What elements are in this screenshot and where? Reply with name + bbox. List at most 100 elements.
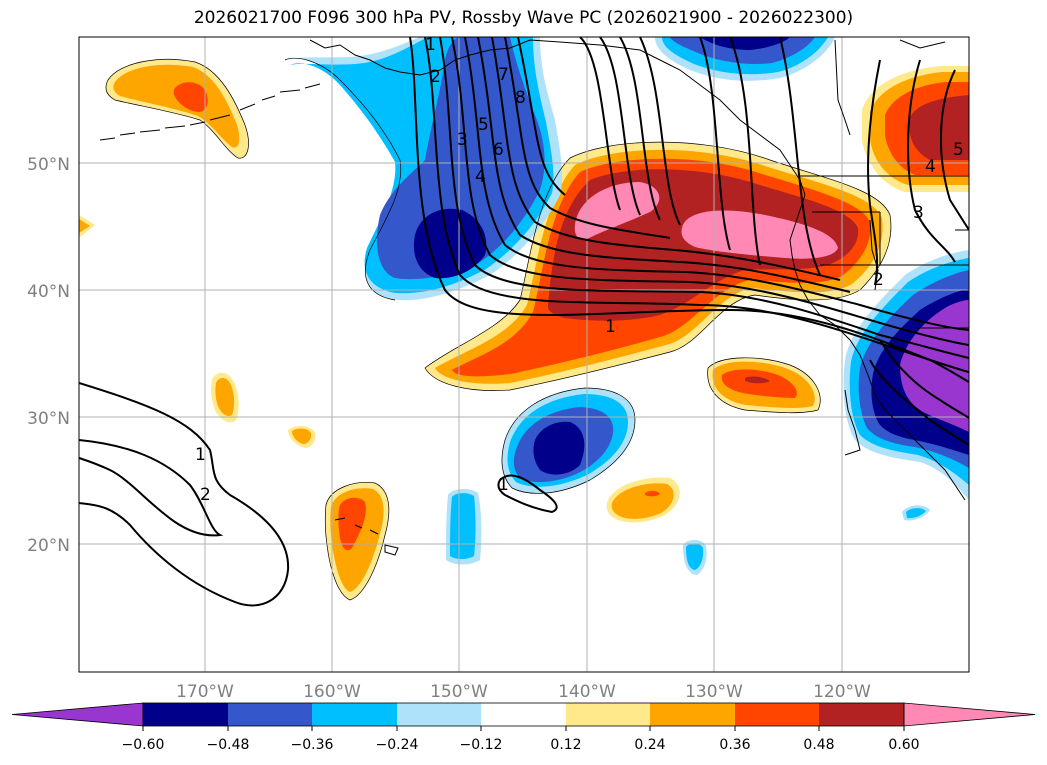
- colorbar-tick-label: −0.12: [460, 737, 503, 753]
- contour-label: 1: [195, 445, 206, 465]
- pv-contour: [599, 37, 641, 216]
- pv-contour: [451, 37, 969, 346]
- positive-anomaly-northwest: [106, 59, 249, 159]
- pv-contour: [869, 359, 969, 446]
- pv-fill-orange: [292, 428, 312, 444]
- pv-contour: [579, 37, 621, 211]
- colorbar-tick-label: −0.48: [207, 737, 250, 753]
- pv-contour: [907, 59, 956, 263]
- negative-anomaly-east: [843, 250, 969, 500]
- coastline-hawaii: [334, 517, 399, 556]
- lon-label: 120°W: [813, 682, 871, 702]
- pv-contour: [729, 37, 761, 266]
- pv-contour: [477, 37, 851, 293]
- pv-fill-orange: [215, 377, 235, 416]
- pv-outline: [424, 141, 892, 391]
- colorbar-tick-label: 0.12: [550, 737, 581, 753]
- pv-contour: [639, 37, 681, 226]
- pv-fill-orange: [611, 483, 674, 519]
- colorbar-tick-label: −0.60: [122, 737, 165, 753]
- contour-label: 2: [430, 67, 441, 87]
- pv-contour: [619, 37, 661, 221]
- pv-contour: [939, 69, 969, 231]
- pv-fill-royal: [376, 37, 545, 280]
- contour-label: 6: [493, 140, 504, 160]
- colorbar-ticks: [142, 726, 905, 731]
- lat-label: 30°N: [27, 409, 70, 429]
- colorbar-tick-label: 0.60: [888, 737, 919, 753]
- latitude-labels: 50°N 40°N 30°N 20°N: [27, 155, 70, 556]
- pv-contour: [79, 382, 290, 607]
- colorbar-tick-label: 0.36: [719, 737, 750, 753]
- lon-label: 160°W: [303, 682, 361, 702]
- colorbar-tick-label: −0.36: [291, 737, 334, 753]
- colorbar-frame: [142, 702, 905, 727]
- pv-fill-redorange: [721, 369, 797, 398]
- longitude-labels: 170°W 160°W 150°W 140°W 130°W 120°W: [176, 682, 871, 702]
- pv-contour: [424, 37, 969, 373]
- map-frame: [78, 36, 970, 673]
- coastline-baja: [844, 389, 861, 456]
- pv-contour: [491, 37, 841, 281]
- contour-label: 1: [605, 317, 616, 337]
- pv-outline: [105, 59, 249, 159]
- pv-contour: [867, 59, 881, 286]
- positive-anomaly-main: [425, 142, 891, 391]
- pv-contour: [497, 474, 558, 514]
- lon-label: 140°W: [558, 682, 616, 702]
- coastline-british-columbia: [789, 194, 966, 501]
- contour-label: 1: [498, 475, 509, 495]
- pv-contour: [879, 339, 969, 419]
- colorbar-tick-label: 0.48: [803, 737, 834, 753]
- contour-label: 4: [925, 157, 936, 177]
- colorbar-segment: [650, 703, 735, 726]
- pv-fill-pink: [681, 210, 838, 259]
- contour-label: 3: [457, 130, 468, 150]
- coastline-aleutians: [99, 83, 321, 141]
- pv-fill-firebrick: [745, 376, 770, 384]
- pv-contour: [504, 37, 671, 239]
- pv-fill-navy: [700, 37, 790, 50]
- gridlines: [79, 37, 969, 672]
- colorbar-segment: [566, 703, 650, 726]
- map-title: 2026021700 F096 300 hPa PV, Rossby Wave …: [193, 8, 854, 28]
- pv-contour: [79, 439, 224, 537]
- pv-fill-cyan: [450, 493, 476, 559]
- pv-fill-orange: [113, 64, 240, 148]
- pv-outline: [501, 387, 636, 494]
- pv-fill-orange: [79, 219, 90, 233]
- contour-label: 5: [953, 140, 964, 160]
- contour-label: 1: [425, 35, 436, 55]
- pv-fill-redorange: [173, 82, 208, 112]
- positive-anomaly-small: [79, 215, 821, 600]
- coastline-us-border: [812, 211, 969, 266]
- lon-label: 150°W: [430, 682, 488, 702]
- colorbar-segment: [819, 703, 904, 726]
- pv-contour: [779, 37, 821, 276]
- pv-outline: [324, 482, 390, 601]
- pv-fill-redorange: [645, 490, 660, 497]
- colorbar-segment: [481, 703, 566, 726]
- colorbar: −0.60 −0.48 −0.36 −0.24 −0.12 0.12 0.24 …: [11, 702, 1036, 753]
- contour-label: 5: [478, 115, 489, 135]
- lon-label: 130°W: [685, 682, 743, 702]
- lat-label: 40°N: [27, 282, 70, 302]
- lon-label: 170°W: [176, 682, 234, 702]
- colorbar-extend-high: [903, 702, 1036, 727]
- colorbar-tick-label: 0.24: [634, 737, 665, 753]
- colorbar-segment: [397, 703, 481, 726]
- contour-label: 4: [475, 167, 486, 187]
- contour-labels: 1 2 3 4 5 6 7 8 1 1 2 3 4 5 1 2: [195, 35, 964, 505]
- pv-contours: [79, 37, 969, 607]
- colorbar-segment: [312, 703, 397, 726]
- pv-fill-navy: [533, 421, 585, 475]
- colorbar-tick-label: −0.24: [376, 737, 419, 753]
- contour-label: 8: [515, 88, 526, 108]
- pv-fill-cyan: [686, 543, 704, 570]
- lat-label: 50°N: [27, 155, 70, 175]
- colorbar-segment: [735, 703, 819, 726]
- colorbar-segment: [228, 703, 312, 726]
- pv-fill-cyan: [906, 508, 926, 519]
- pv-fill-redorange: [338, 497, 366, 551]
